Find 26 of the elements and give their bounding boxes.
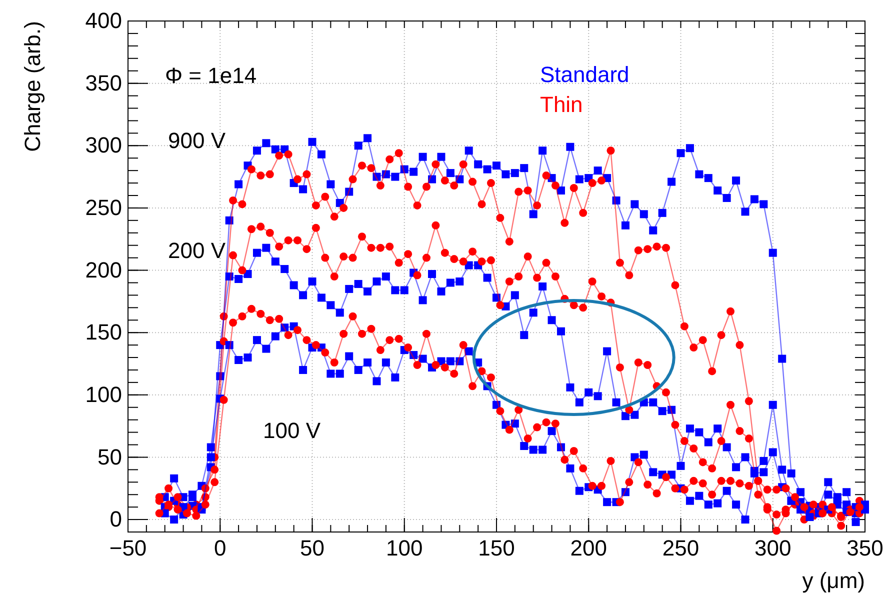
text: Standard: [540, 62, 630, 87]
annotation: 100 V: [263, 418, 321, 443]
y-tick-label: 200: [85, 257, 122, 282]
y-tick-label: 50: [98, 444, 122, 470]
y-tick-label: 400: [85, 8, 122, 34]
x-tick-label: 50: [300, 536, 324, 561]
x-tick-label: 200: [570, 536, 607, 561]
x-tick-label: 150: [478, 536, 515, 561]
x-tick-label: 300: [754, 536, 792, 561]
x-tick-label: 350: [846, 536, 884, 561]
x-tick-label: −50: [109, 536, 147, 561]
annotation: 200 V: [168, 238, 226, 263]
y-tick-label: 100: [85, 382, 122, 407]
x-tick-label: 100: [386, 536, 423, 561]
y-axis-title: Charge (arb.): [20, 21, 45, 152]
y-tick-label: 350: [85, 70, 122, 96]
annotation: Φ = 1e14: [165, 63, 257, 88]
x-tick-label: 250: [662, 536, 700, 561]
y-tick-label: 300: [85, 132, 122, 158]
x-axis-title: y (μm): [802, 568, 865, 593]
series-label: Thin: [540, 92, 583, 117]
y-tick-label: 250: [85, 194, 122, 220]
annotation: 900 V: [168, 128, 226, 153]
x-tick-label: 0: [214, 536, 226, 561]
y-tick-label: 0: [110, 506, 122, 532]
y-tick-label: 150: [85, 320, 122, 345]
